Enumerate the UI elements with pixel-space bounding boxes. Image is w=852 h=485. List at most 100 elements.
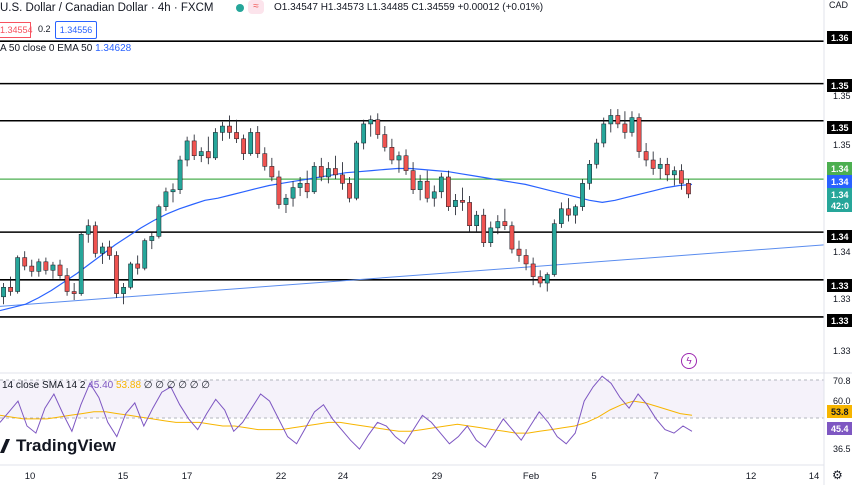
candle <box>530 257 536 286</box>
price-tag-label: 1.36 <box>831 33 849 43</box>
candle <box>446 170 451 211</box>
ema-legend[interactable]: A 50 close 0 EMA 50 1.34628 <box>0 43 131 54</box>
data-pill-icon[interactable]: ≈ <box>248 0 264 14</box>
price-tag-bg <box>827 162 852 175</box>
rsi-tick: 70.8 <box>833 376 851 386</box>
candle-body <box>57 264 63 276</box>
candle <box>438 172 444 199</box>
candle <box>297 176 303 197</box>
price-tag-label: 1.35 <box>831 123 849 133</box>
candle <box>234 119 239 144</box>
market-status-icon <box>236 4 244 12</box>
candle-body <box>481 214 487 243</box>
price-tag: 1.33 <box>827 279 852 292</box>
candle-body <box>50 264 56 271</box>
candle-body <box>340 174 345 184</box>
tradingview-logo-icon <box>0 439 10 453</box>
candle <box>85 219 91 243</box>
price-tag-bg <box>827 188 852 201</box>
time-tick: 10 <box>25 471 36 482</box>
candle <box>311 162 317 194</box>
candle-body <box>269 166 275 178</box>
price-axis-tags: 1.361.351.351.341.341.3442:01.341.331.33… <box>827 31 852 435</box>
candle-body <box>551 223 557 275</box>
buy-button[interactable]: 1.34556 <box>55 21 97 39</box>
trendline-segment <box>0 244 825 307</box>
candle-body <box>509 225 515 250</box>
price-tag-label: 1.34 <box>831 190 849 200</box>
candle <box>191 134 197 160</box>
candle-body <box>558 208 564 224</box>
price-tick: 1.35 <box>833 140 851 150</box>
candle-body <box>64 275 70 292</box>
candle <box>78 232 84 296</box>
spread-value: 0.2 <box>38 24 51 34</box>
settings-gear-icon[interactable]: ⚙ <box>832 468 843 482</box>
candle-body <box>347 183 352 199</box>
candle-body <box>142 240 148 269</box>
tradingview-logo[interactable]: TradingView <box>0 436 116 456</box>
flash-icon[interactable]: ϟ <box>681 353 697 369</box>
rsi-tag: 45.4 <box>827 422 852 435</box>
candle-body <box>248 132 254 154</box>
price-tag: 1.34 <box>827 188 852 201</box>
candle <box>396 151 402 173</box>
rsi-tag-label: 45.4 <box>831 424 849 434</box>
candle <box>453 193 458 216</box>
candle-body <box>396 155 402 161</box>
time-axis: 10 15 17 22 24 29 Feb 5 7 12 14 <box>25 471 820 482</box>
rsi-tick: 36.5 <box>833 444 851 454</box>
candle <box>657 157 663 180</box>
candle <box>269 157 275 182</box>
price-tag: 1.35 <box>827 79 852 92</box>
candle <box>50 261 56 279</box>
candle-body <box>100 246 105 254</box>
time-tick: 17 <box>182 471 193 482</box>
candle-body <box>474 214 480 227</box>
candle-body <box>227 125 232 133</box>
price-tag: 1.34 <box>827 162 852 175</box>
candle-body <box>375 119 381 135</box>
candle-body <box>354 142 359 199</box>
candle-body <box>368 119 374 125</box>
candle <box>184 136 190 167</box>
support-resistance-levels <box>0 40 824 318</box>
candle-body <box>403 155 409 171</box>
candle <box>375 113 381 139</box>
price-tag: 1.34 <box>827 230 852 243</box>
candle <box>149 232 155 250</box>
time-tick: 22 <box>276 471 287 482</box>
candle <box>114 251 119 298</box>
candle-body <box>22 257 28 267</box>
candle <box>290 181 296 207</box>
candle <box>276 170 282 209</box>
candle-body <box>220 125 225 133</box>
price-tag-bg <box>827 31 852 44</box>
candle-body <box>311 166 317 193</box>
candle <box>537 270 543 288</box>
ema50-path <box>0 167 693 312</box>
candle <box>71 283 77 300</box>
candle-body <box>29 265 35 272</box>
rsi-tag: 53.8 <box>827 405 852 418</box>
price-tag: 1.34 <box>827 175 852 188</box>
candle <box>325 162 331 184</box>
candle <box>671 166 677 186</box>
candle-body <box>516 248 522 256</box>
rsi-band <box>0 380 824 418</box>
candle <box>205 136 211 165</box>
symbol-title[interactable]: U.S. Dollar / Canadian Dollar · 4h · FXC… <box>0 2 214 14</box>
rsi-legend[interactable]: 14 close SMA 14 2 45.40 53.88 ∅ ∅ ∅ ∅ ∅ … <box>2 380 210 391</box>
candle <box>304 170 310 199</box>
sell-button[interactable]: 1.34554 <box>0 22 33 38</box>
rsi-path <box>0 375 693 450</box>
candle <box>128 261 134 290</box>
price-tag-bg <box>827 199 852 212</box>
candle-body <box>679 170 684 184</box>
candle <box>347 176 352 203</box>
candle <box>198 147 204 163</box>
candle <box>64 268 70 296</box>
candle <box>1 283 6 305</box>
candle <box>340 162 345 190</box>
